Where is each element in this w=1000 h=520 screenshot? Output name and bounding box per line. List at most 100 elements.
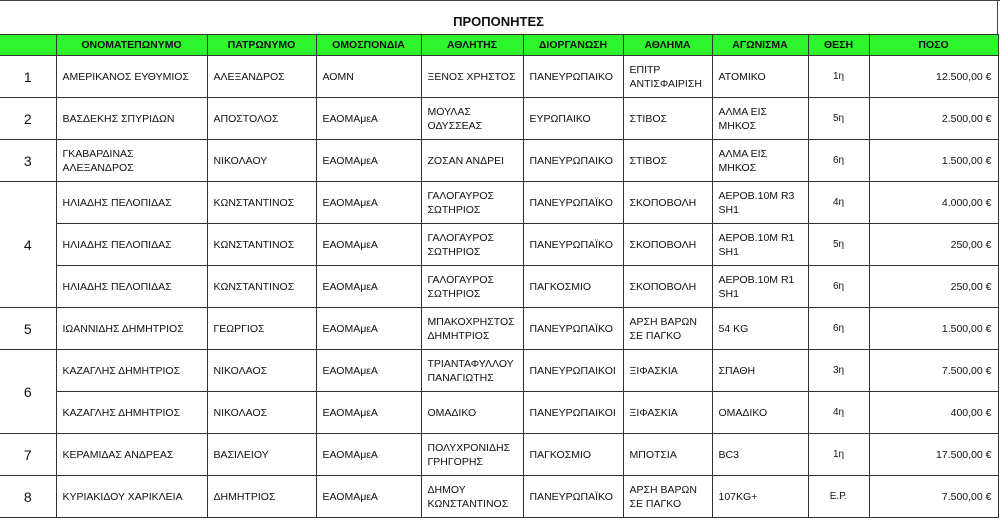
row-index-cell[interactable]: 2 [0,97,57,140]
cell-federation[interactable]: ΕΑΟΜΑμεΑ [315,265,422,308]
cell-patronymic[interactable]: ΝΙΚΟΛΑΟΣ [206,349,317,392]
cell-event[interactable]: ΑΛΜΑ ΕΙΣ ΜΗΚΟΣ [711,97,809,140]
cell-athlete[interactable]: ΞΕΝΟΣ ΧΡΗΣΤΟΣ [420,55,524,98]
cell-competition[interactable]: ΠΑΝΕΥΡΩΠΑΙΚΟ [522,139,624,182]
column-header-sport[interactable]: ΑΘΛΗΜΑ [622,34,713,56]
cell-position[interactable]: 6η [807,265,870,308]
cell-amount[interactable]: 17.500,00 € [868,433,999,476]
cell-patronymic[interactable]: ΑΠΟΣΤΟΛΟΣ [206,97,317,140]
cell-federation[interactable]: ΕΑΟΜΑμεΑ [315,433,422,476]
row-index-cell[interactable]: 6 [0,349,57,434]
cell-event[interactable]: ΣΠΑΘΗ [711,349,809,392]
cell-position[interactable]: 4η [807,181,870,224]
cell-event[interactable]: BC3 [711,433,809,476]
cell-sport[interactable]: ΣΚΟΠΟΒΟΛΗ [622,223,713,266]
cell-patronymic[interactable]: ΑΛΕΞΑΝΔΡΟΣ [206,55,317,98]
cell-position[interactable]: 3η [807,349,870,392]
row-index-cell[interactable]: 8 [0,475,57,518]
row-index-cell[interactable]: 3 [0,139,57,182]
cell-full-name[interactable]: ΗΛΙΑΔΗΣ ΠΕΛΟΠΙΔΑΣ [55,181,208,224]
cell-patronymic[interactable]: ΝΙΚΟΛΑΟΥ [206,139,317,182]
cell-full-name[interactable]: ΗΛΙΑΔΗΣ ΠΕΛΟΠΙΔΑΣ [55,223,208,266]
cell-amount[interactable]: 12.500,00 € [868,55,999,98]
cell-athlete[interactable]: ΟΜΑΔΙΚΟ [420,391,524,434]
cell-full-name[interactable]: ΚΕΡΑΜΙΔΑΣ ΑΝΔΡΕΑΣ [55,433,208,476]
cell-amount[interactable]: 7.500,00 € [868,349,999,392]
cell-position[interactable]: 6η [807,307,870,350]
cell-sport[interactable]: ΕΠΙΤΡ ΑΝΤΙΣΦΑΙΡΙΣΗ [622,55,713,98]
cell-patronymic[interactable]: ΝΙΚΟΛΑΟΣ [206,391,317,434]
cell-federation[interactable]: ΕΑΟΜΑμεΑ [315,223,422,266]
cell-full-name[interactable]: ΚΑΖΑΓΛΗΣ ΔΗΜΗΤΡΙΟΣ [55,391,208,434]
cell-amount[interactable]: 2.500,00 € [868,97,999,140]
cell-full-name[interactable]: ΑΜΕΡΙΚΑΝΟΣ ΕΥΘΥΜΙΟΣ [55,55,208,98]
cell-athlete[interactable]: ΜΠΑΚΟΧΡΗΣΤΟΣ ΔΗΜΗΤΡΙΟΣ [420,307,524,350]
cell-amount[interactable]: 250,00 € [868,223,999,266]
cell-patronymic[interactable]: ΚΩΝΣΤΑΝΤΙΝΟΣ [206,181,317,224]
cell-sport[interactable]: ΣΤΙΒΟΣ [622,97,713,140]
row-index-cell[interactable]: 7 [0,433,57,476]
cell-competition[interactable]: ΠΑΝΕΥΡΩΠΑΪΚΟ [522,307,624,350]
cell-position[interactable]: 6η [807,139,870,182]
cell-event[interactable]: 107KG+ [711,475,809,518]
column-header-competition[interactable]: ΔΙΟΡΓΑΝΩΣΗ [522,34,624,56]
cell-sport[interactable]: ΣΤΙΒΟΣ [622,139,713,182]
cell-athlete[interactable]: ΠΟΛΥΧΡΟΝΙΔΗΣ ΓΡΗΓΟΡΗΣ [420,433,524,476]
cell-competition[interactable]: ΠΑΝΕΥΡΩΠΑΙΚΟ [522,55,624,98]
cell-position[interactable]: 5η [807,223,870,266]
cell-sport[interactable]: ΞΙΦΑΣΚΙΑ [622,391,713,434]
cell-position[interactable]: 1η [807,55,870,98]
cell-full-name[interactable]: ΙΩΑΝΝΙΔΗΣ ΔΗΜΗΤΡΙΟΣ [55,307,208,350]
cell-athlete[interactable]: ΔΗΜΟΥ ΚΩΝΣΤΑΝΤΙΝΟΣ [420,475,524,518]
cell-athlete[interactable]: ΓΑΛΟΓΑΥΡΟΣ ΣΩΤΗΡΙΟΣ [420,223,524,266]
cell-athlete[interactable]: ΓΑΛΟΓΑΥΡΟΣ ΣΩΤΗΡΙΟΣ [420,265,524,308]
cell-amount[interactable]: 4.000,00 € [868,181,999,224]
cell-position[interactable]: 4η [807,391,870,434]
row-index-cell[interactable]: 5 [0,307,57,350]
cell-sport[interactable]: ΜΠΟΤΣΙΑ [622,433,713,476]
cell-competition[interactable]: ΠΑΓΚΟΣΜΙΟ [522,265,624,308]
column-header-federation[interactable]: ΟΜΟΣΠΟΝΔΙΑ [315,34,422,56]
cell-full-name[interactable]: ΒΑΣΔΕΚΗΣ ΣΠΥΡΙΔΩΝ [55,97,208,140]
row-index-cell[interactable]: 4 [0,181,57,308]
cell-event[interactable]: ΑΤΟΜΙΚΟ [711,55,809,98]
cell-event[interactable]: 54 KG [711,307,809,350]
cell-competition[interactable]: ΠΑΝΕΥΡΩΠΑΪΚΟ [522,181,624,224]
cell-sport[interactable]: ΞΙΦΑΣΚΙΑ [622,349,713,392]
cell-amount[interactable]: 250,00 € [868,265,999,308]
cell-federation[interactable]: ΕΑΟΜΑμεΑ [315,139,422,182]
cell-athlete[interactable]: ΓΑΛΟΓΑΥΡΟΣ ΣΩΤΗΡΙΟΣ [420,181,524,224]
cell-athlete[interactable]: ΜΟΥΛΑΣ ΟΔΥΣΣΕΑΣ [420,97,524,140]
cell-competition[interactable]: ΠΑΝΕΥΡΩΠΑΪΚΟ [522,475,624,518]
cell-event[interactable]: ΑΕΡΟΒ.10Μ R1 SH1 [711,265,809,308]
cell-federation[interactable]: ΕΑΟΜΑμεΑ [315,181,422,224]
cell-athlete[interactable]: ΖΟΣΑΝ ΑΝΔΡΕΙ [420,139,524,182]
column-header-event[interactable]: ΑΓΩΝΙΣΜΑ [711,34,809,56]
cell-full-name[interactable]: ΚΥΡΙΑΚΙΔΟΥ ΧΑΡΙΚΛΕΙΑ [55,475,208,518]
cell-federation[interactable]: ΕΑΟΜΑμεΑ [315,391,422,434]
cell-federation[interactable]: ΕΑΟΜΑμεΑ [315,97,422,140]
cell-competition[interactable]: ΠΑΝΕΥΡΩΠΑΙΚΟΙ [522,349,624,392]
cell-sport[interactable]: ΑΡΣΗ ΒΑΡΩΝ ΣΕ ΠΑΓΚΟ [622,475,713,518]
cell-full-name[interactable]: ΚΑΖΑΓΛΗΣ ΔΗΜΗΤΡΙΟΣ [55,349,208,392]
cell-position[interactable]: 5η [807,97,870,140]
cell-amount[interactable]: 400,00 € [868,391,999,434]
cell-event[interactable]: ΟΜΑΔΙΚΟ [711,391,809,434]
cell-patronymic[interactable]: ΔΗΜΗΤΡΙΟΣ [206,475,317,518]
cell-patronymic[interactable]: ΚΩΝΣΤΑΝΤΙΝΟΣ [206,265,317,308]
cell-event[interactable]: ΑΛΜΑ ΕΙΣ ΜΗΚΟΣ [711,139,809,182]
cell-patronymic[interactable]: ΓΕΩΡΓΙΟΣ [206,307,317,350]
cell-athlete[interactable]: ΤΡΙΑΝΤΑΦΥΛΛΟΥ ΠΑΝΑΓΙΩΤΗΣ [420,349,524,392]
cell-competition[interactable]: ΠΑΝΕΥΡΩΠΑΪΚΟ [522,223,624,266]
cell-position[interactable]: 1η [807,433,870,476]
cell-federation[interactable]: ΕΑΟΜΑμεΑ [315,475,422,518]
cell-event[interactable]: ΑΕΡΟΒ.10Μ R1 SH1 [711,223,809,266]
cell-competition[interactable]: ΠΑΓΚΟΣΜΙΟ [522,433,624,476]
cell-federation[interactable]: ΑΟΜΝ [315,55,422,98]
cell-position[interactable]: Ε.Ρ. [807,475,870,518]
cell-sport[interactable]: ΣΚΟΠΟΒΟΛΗ [622,265,713,308]
column-header-full-name[interactable]: ΟΝΟΜΑΤΕΠΩΝΥΜΟ [55,34,208,56]
cell-event[interactable]: ΑΕΡΟΒ.10Μ R3 SH1 [711,181,809,224]
cell-competition[interactable]: ΠΑΝΕΥΡΩΠΑΙΚΟΙ [522,391,624,434]
cell-patronymic[interactable]: ΚΩΝΣΤΑΝΤΙΝΟΣ [206,223,317,266]
